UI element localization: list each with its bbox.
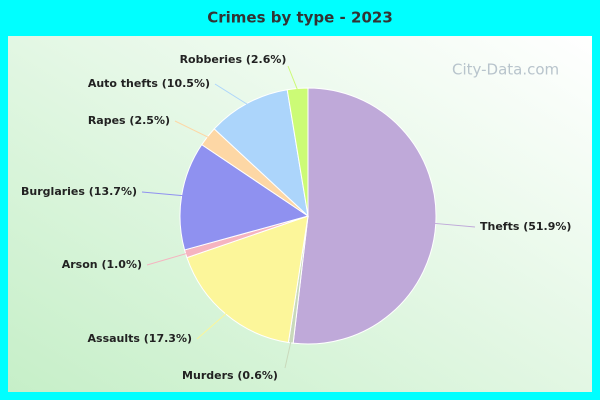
slice-label: Rapes (2.5%) — [88, 114, 170, 127]
slice-label: Arson (1.0%) — [62, 258, 142, 271]
slice-label: Murders (0.6%) — [182, 369, 278, 382]
leader-line — [196, 312, 228, 340]
slice-label: Robberies (2.6%) — [180, 53, 287, 66]
leader-line — [287, 65, 299, 91]
watermark: City-Data.com — [452, 61, 559, 79]
pie-slice — [286, 87, 309, 217]
slice-label: Thefts (51.9%) — [480, 220, 571, 233]
leader-line — [146, 252, 188, 266]
slice-label: Burglaries (13.7%) — [21, 185, 137, 198]
leader-line — [214, 83, 249, 106]
leader-line — [141, 191, 184, 197]
slice-label: Assaults (17.3%) — [88, 332, 192, 345]
leader-line — [433, 222, 476, 228]
chart-title: Crimes by type - 2023 — [207, 9, 393, 27]
slice-label: Auto thefts (10.5%) — [88, 77, 210, 90]
leader-line — [174, 120, 210, 139]
pie-slice — [213, 89, 309, 218]
leader-line — [284, 340, 292, 369]
